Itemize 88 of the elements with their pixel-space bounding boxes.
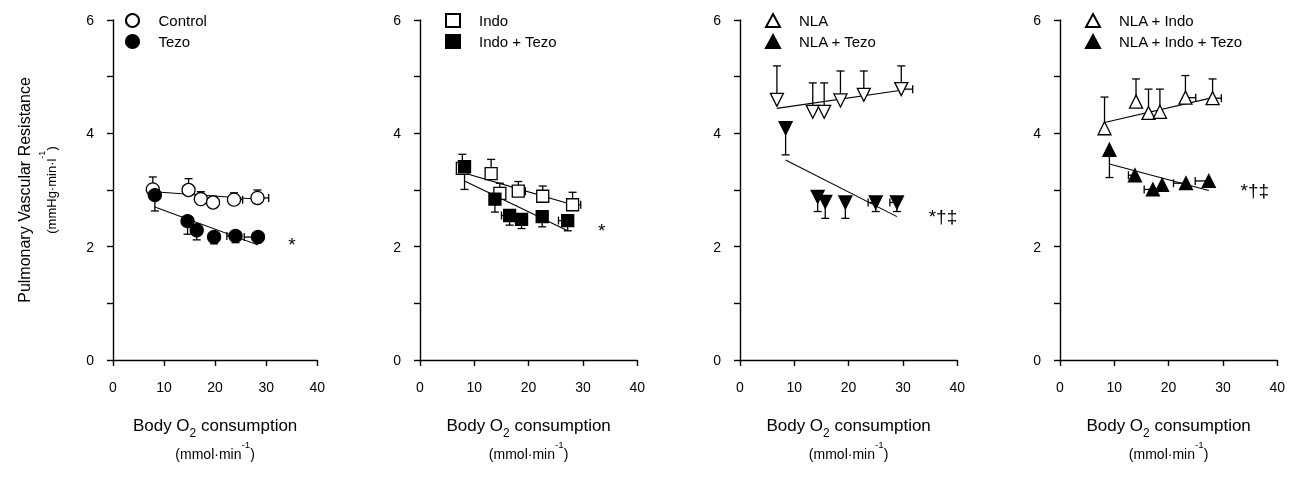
x-tick-label: 30: [1215, 379, 1231, 395]
y-tick-label: 6: [86, 12, 95, 28]
point: [1141, 105, 1156, 121]
point: [1178, 176, 1194, 191]
y-tick-label: 4: [393, 125, 402, 142]
y-tick-label: 6: [393, 12, 402, 28]
x-tick-label: 0: [736, 379, 745, 395]
point: [205, 195, 221, 210]
legend-label: NLA: [799, 12, 829, 29]
point: [228, 228, 243, 244]
y-tick-label: 2: [86, 238, 95, 255]
point: [514, 212, 529, 227]
point: [1201, 173, 1216, 189]
point: [1097, 121, 1112, 136]
y-tick-label: 0: [713, 352, 722, 368]
x-tick-label: 0: [1056, 379, 1065, 395]
annotation: *†‡: [928, 206, 958, 228]
point: [193, 191, 208, 207]
annotation: *†‡: [1240, 180, 1270, 202]
x-tick-label: 0: [416, 379, 425, 395]
x-tick-label: 20: [1160, 379, 1177, 395]
point: [778, 121, 793, 136]
x-tick-label: 40: [949, 379, 966, 395]
point: [250, 229, 266, 245]
point: [1152, 104, 1168, 119]
point: [180, 214, 195, 229]
legend-label: Control: [158, 12, 207, 29]
x-tick-label: 40: [1269, 379, 1286, 395]
point: [868, 195, 883, 210]
point: [889, 195, 905, 210]
x-tick-label: 10: [1106, 379, 1123, 395]
point: [561, 213, 575, 228]
point: [1178, 90, 1193, 105]
y-tick-label: 4: [86, 125, 95, 142]
point: [1128, 94, 1144, 109]
legend-label: NLA + Indo + Tezo: [1119, 33, 1243, 50]
y-tick-label: 4: [1033, 125, 1042, 142]
point: [1127, 168, 1143, 183]
legend-label: NLA + Indo: [1119, 12, 1194, 29]
y-tick-label: 0: [86, 352, 95, 368]
x-tick-label: 40: [309, 379, 326, 395]
x-tick-label: 10: [786, 379, 803, 395]
point: [1154, 177, 1170, 193]
legend-label: Indo + Tezo: [479, 33, 557, 50]
y-tick-label: 2: [1033, 238, 1042, 255]
point: [484, 166, 498, 181]
x-tick-label: 0: [109, 379, 118, 395]
y-tick-label: 4: [713, 125, 722, 142]
y-tick-label: 0: [1033, 352, 1042, 368]
point: [189, 223, 204, 238]
point: [206, 229, 222, 245]
y-tick-label: 6: [713, 12, 722, 28]
y-tick-label: 0: [393, 352, 402, 368]
point: [250, 190, 265, 206]
x-tick-label: 10: [466, 379, 483, 395]
point: [1145, 182, 1161, 197]
point: [856, 87, 871, 102]
x-tick-label: 30: [258, 379, 275, 395]
point: [838, 195, 853, 210]
point: [818, 194, 833, 210]
x-tick-label: 20: [520, 379, 537, 395]
x-tick-label: 10: [156, 379, 173, 395]
point: [226, 192, 242, 207]
legend-label: Indo: [479, 12, 509, 29]
y-tick-label: 2: [713, 238, 722, 255]
point: [817, 104, 832, 119]
x-tick-label: 20: [840, 379, 857, 395]
point: [511, 184, 525, 198]
y-tick-label: 2: [393, 238, 402, 255]
point: [1102, 142, 1117, 157]
annotation: *: [288, 234, 297, 256]
legend-label: Tezo: [158, 33, 191, 50]
point: [894, 81, 909, 97]
y-tick-label: 6: [1033, 12, 1042, 28]
x-tick-label: 30: [575, 379, 591, 395]
legend-label: NLA + Tezo: [799, 33, 876, 50]
point: [833, 93, 848, 108]
point: [769, 92, 785, 108]
point: [536, 189, 550, 203]
annotation: *: [598, 220, 606, 242]
x-tick-label: 40: [629, 379, 646, 395]
x-tick-label: 30: [895, 379, 911, 395]
point: [147, 187, 163, 203]
x-tick-label: 20: [207, 379, 224, 395]
point: [535, 209, 549, 224]
y-axis-title: Pulmonary Vascular Resistance (mmHg·min·l-1): [15, 77, 59, 303]
point: [488, 192, 502, 206]
point: [181, 182, 196, 198]
